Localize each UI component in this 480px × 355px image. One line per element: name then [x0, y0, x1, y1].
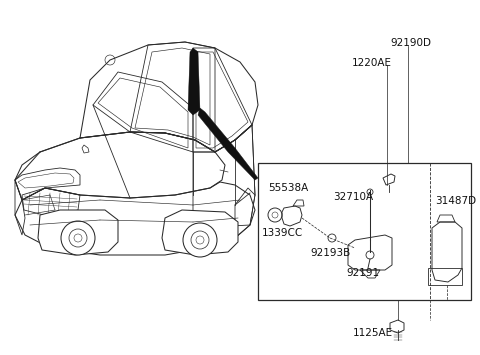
Text: 31487D: 31487D [435, 196, 476, 206]
Polygon shape [198, 108, 258, 180]
Text: 55538A: 55538A [268, 183, 308, 193]
Polygon shape [188, 48, 200, 115]
Text: 32710A: 32710A [333, 192, 373, 202]
Polygon shape [162, 210, 238, 255]
Text: 1339CC: 1339CC [262, 228, 303, 238]
Circle shape [183, 223, 217, 257]
Bar [258, 163, 471, 300]
Text: 92190D: 92190D [390, 38, 431, 48]
Text: 1220AE: 1220AE [352, 58, 392, 68]
Circle shape [61, 221, 95, 255]
Text: 1125AE: 1125AE [353, 328, 393, 338]
Polygon shape [38, 210, 118, 255]
Text: 92193B: 92193B [310, 248, 350, 258]
Text: 92191: 92191 [346, 268, 379, 278]
